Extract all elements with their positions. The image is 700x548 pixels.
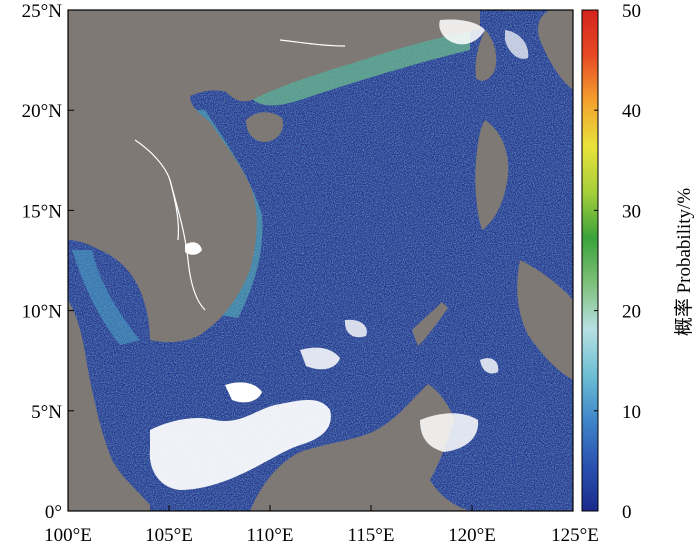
- colorbar: 0 10 20 30 40 50 概率 Probability/%: [581, 1, 695, 523]
- x-tick-label: 120°E: [448, 525, 496, 546]
- colorbar-scale: [581, 9, 599, 512]
- y-tick-label: 5°N: [31, 402, 62, 423]
- land-east-islands: [538, 10, 573, 90]
- map-frame: [67, 9, 574, 512]
- land-mainland: [68, 10, 480, 343]
- coastal-band-south-china: [250, 30, 470, 106]
- colorbar-tick-label: 20: [622, 302, 641, 323]
- x-tick-label: 110°E: [247, 525, 294, 546]
- map-panel: [68, 10, 573, 511]
- colorbar-tick-label: 10: [622, 402, 641, 423]
- y-tick-label: 25°N: [22, 1, 63, 22]
- x-tick-label: 115°E: [348, 525, 395, 546]
- y-tick-label: 10°N: [22, 302, 63, 323]
- rivers: [134, 39, 346, 311]
- colorbar-tick-label: 0: [622, 502, 632, 523]
- no-data-areas: [149, 19, 529, 490]
- land-taiwan: [475, 30, 497, 81]
- y-tick-label: 15°N: [22, 201, 63, 222]
- y-tick-label: 0°: [45, 502, 62, 523]
- land-philippines-luzon: [475, 120, 509, 230]
- colorbar-ticks: 0 10 20 30 40 50: [594, 1, 641, 523]
- y-axis: 0° 5°N 10°N 15°N 20°N 25°N: [22, 1, 74, 523]
- y-tick-label: 20°N: [22, 101, 63, 122]
- x-tick-label: 100°E: [44, 525, 92, 546]
- colorbar-tick-label: 50: [622, 1, 641, 22]
- colorbar-label: 概率 Probability/%: [673, 188, 695, 336]
- land-borneo: [250, 384, 470, 511]
- x-tick-label: 125°E: [551, 525, 599, 546]
- land-hainan: [246, 112, 284, 142]
- land-sumatra: [68, 440, 92, 511]
- x-tick-label: 105°E: [145, 525, 193, 546]
- colorbar-tick-label: 30: [622, 201, 641, 222]
- land-palawan: [412, 302, 448, 346]
- land-malay-peninsula: [68, 300, 150, 511]
- tonle-sap-lake: [185, 242, 202, 255]
- x-axis: 100°E 105°E 110°E 115°E 120°E 125°E: [44, 505, 599, 546]
- coastal-band-gulf-thailand: [72, 250, 140, 345]
- colorbar-tick-label: 40: [622, 101, 641, 122]
- land: [68, 10, 573, 511]
- land-philippines-south: [517, 260, 573, 380]
